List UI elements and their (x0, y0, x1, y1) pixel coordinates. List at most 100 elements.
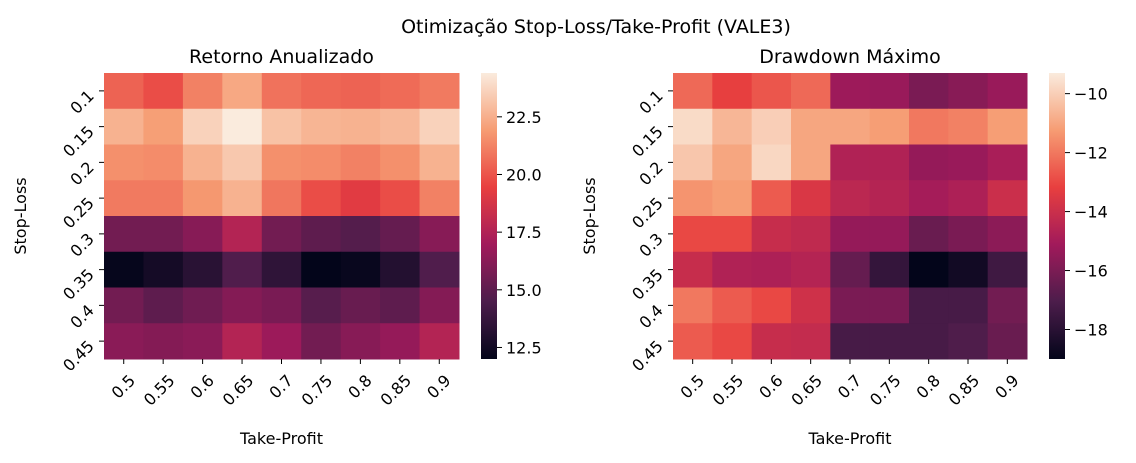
heatmap-cell (909, 216, 949, 253)
y-tick-label: 0.4 (635, 301, 666, 332)
heatmap-cell (830, 323, 871, 360)
x-tick-label: 0.65 (219, 371, 258, 410)
heatmap-cell (104, 251, 144, 288)
heatmap-cell (340, 73, 381, 110)
heatmap-cell (830, 251, 871, 288)
heatmap-cell (419, 323, 460, 360)
colorbar-tick-label: −12 (1074, 144, 1108, 163)
heatmap-cell (673, 323, 713, 360)
heatmap-cell (791, 251, 831, 288)
heatmap-cell (182, 180, 223, 217)
heatmap-cell (301, 323, 342, 360)
heatmap-cell (143, 180, 184, 217)
y-tick-label: 0.2 (635, 158, 666, 189)
heatmap-cell (301, 251, 342, 288)
colorbar-tick-label: 22.5 (506, 108, 542, 127)
heatmap-cell (222, 287, 263, 324)
heatmap-cell (869, 287, 910, 324)
x-axis-label: Take-Profit (239, 429, 323, 448)
x-tick-label: 0.75 (866, 371, 905, 410)
heatmap-cell (987, 144, 1028, 181)
colorbar-tick-label: −10 (1074, 85, 1108, 104)
heatmap-cell (222, 180, 263, 217)
heatmap-cell (987, 216, 1028, 253)
y-tick-label: 0.3 (66, 229, 97, 260)
heatmap-cell (869, 251, 910, 288)
heatmap-cell (419, 144, 460, 181)
heatmap-cell (143, 144, 184, 181)
x-tick-label: 0.85 (377, 371, 416, 410)
heatmap-cell (182, 216, 223, 253)
heatmap-cell (222, 144, 263, 181)
heatmap-cell (104, 323, 144, 360)
heatmap-cell (830, 216, 871, 253)
heatmap-cell (380, 144, 421, 181)
heatmap-cell (182, 73, 223, 110)
heatmap-cell (340, 323, 381, 360)
heatmap-cell (673, 216, 713, 253)
heatmap-cell (222, 108, 263, 145)
heatmap-cell (751, 216, 792, 253)
heatmap-cell (261, 73, 302, 110)
x-tick-label: 0.85 (945, 371, 984, 410)
heatmap-cell (143, 73, 184, 110)
chart-title: Retorno Anualizado (189, 46, 374, 68)
heatmap-cell (751, 144, 792, 181)
heatmap-cell (712, 323, 753, 360)
heatmap-cell (340, 251, 381, 288)
colorbar-tick-label: 12.5 (506, 338, 542, 357)
heatmap-cell (869, 323, 910, 360)
y-tick-label: 0.1 (635, 86, 666, 117)
heatmap-cell (380, 251, 421, 288)
heatmap-cell (104, 144, 144, 181)
x-tick-label: 0.9 (423, 371, 454, 402)
y-tick-label: 0.15 (59, 122, 98, 161)
heatmap-cell (909, 108, 949, 145)
heatmap-cell (791, 73, 831, 110)
heatmap-cell (830, 73, 871, 110)
x-tick-label: 0.55 (709, 371, 748, 410)
heatmap-cell (380, 216, 421, 253)
y-tick-label: 0.3 (635, 229, 666, 260)
heatmap-cell (419, 251, 460, 288)
heatmap-cell (261, 251, 302, 288)
heatmap-cell (143, 323, 184, 360)
heatmap-cell (751, 180, 792, 217)
heatmap-cell (222, 73, 263, 110)
heatmap-cell (222, 251, 263, 288)
heatmap-cell (222, 216, 263, 253)
y-tick-label: 0.25 (628, 194, 667, 233)
heatmap-cell (987, 73, 1028, 110)
heatmap-cell (791, 180, 831, 217)
heatmap-cell (712, 251, 753, 288)
heatmap-cell (143, 108, 184, 145)
y-tick-label: 0.2 (66, 158, 97, 189)
x-tick-label: 0.7 (834, 371, 865, 402)
heatmap-cell (301, 144, 342, 181)
heatmap-cell (948, 251, 989, 288)
heatmap-cell (340, 287, 381, 324)
heatmap-cell (143, 287, 184, 324)
heatmap-cell (104, 216, 144, 253)
heatmap-cell (712, 144, 753, 181)
heatmap-cell (104, 108, 144, 145)
y-tick-label: 0.45 (628, 337, 667, 376)
heatmap-cell (712, 73, 753, 110)
colorbar-tick-label: 20.0 (506, 165, 542, 184)
y-tick-label: 0.4 (66, 301, 97, 332)
heatmap-cell (712, 180, 753, 217)
x-tick-label: 0.9 (991, 371, 1022, 402)
heatmap-cell (104, 180, 144, 217)
heatmap-cell (948, 73, 989, 110)
heatmap-cell (987, 323, 1028, 360)
heatmap-cell (830, 180, 871, 217)
y-tick-label: 0.25 (59, 194, 98, 233)
heatmap-cell (380, 287, 421, 324)
heatmap-cell (380, 323, 421, 360)
y-tick-label: 0.15 (628, 122, 667, 161)
heatmap-cell (222, 323, 263, 360)
figure-suptitle: Otimização Stop-Loss/Take-Profit (VALE3) (401, 16, 791, 38)
heatmap-cell (791, 287, 831, 324)
